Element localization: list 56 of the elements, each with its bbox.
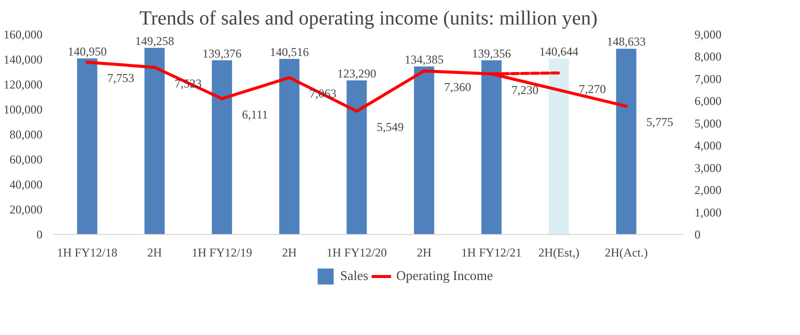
data-label: 5,549: [376, 120, 404, 134]
y2-tick-label: 3,000: [694, 160, 722, 175]
x-tick-label: 1H FY12/19: [192, 246, 252, 260]
x-tick-label: 1H FY12/20: [326, 246, 387, 260]
data-label: 140,516: [270, 44, 309, 59]
y2-tick-label: 9,000: [694, 28, 722, 42]
data-label: 7,230: [511, 82, 538, 97]
bar: [548, 58, 569, 234]
data-label: 148,633: [606, 34, 646, 49]
data-label: 134,385: [404, 52, 444, 67]
y2-tick-label: 2,000: [694, 183, 722, 198]
data-label: 7,270: [578, 82, 606, 96]
bar: [77, 58, 98, 234]
x-tick-label: 2H: [282, 246, 297, 260]
y-tick-label: 100,000: [4, 102, 42, 116]
x-tick-label: 2H(Est,): [538, 246, 580, 260]
chart-title: Trends of sales and operating income (units: million yen): [139, 8, 598, 30]
x-tick-label: 2H(Act.): [604, 246, 648, 260]
x-tick-label: 2H: [416, 246, 432, 260]
data-label: 140,950: [68, 44, 107, 58]
bar: [144, 48, 165, 234]
y-tick-label: 140,000: [4, 52, 42, 66]
y-tick-label: 80,000: [10, 128, 42, 142]
data-label: 7,753: [107, 71, 134, 86]
y-tick-label: 60,000: [10, 152, 42, 166]
data-label: 6,111: [242, 108, 268, 122]
y-tick-label: 0: [36, 228, 42, 242]
x-tick-label: 2H: [147, 246, 162, 260]
x-tick-label: 1H FY12/18: [57, 246, 118, 260]
legend-label: Sales: [340, 268, 368, 284]
data-label: 7,360: [444, 80, 472, 94]
y2-tick-label: 1,000: [694, 205, 722, 220]
y-tick-label: 40,000: [10, 178, 42, 192]
legend-label: Operating Income: [396, 268, 493, 284]
bar: [481, 60, 502, 234]
y2-tick-label: 6,000: [694, 94, 722, 108]
y-tick-label: 160,000: [4, 28, 42, 42]
bar: [346, 80, 367, 234]
data-label: 123,290: [337, 66, 376, 80]
data-label: 139,356: [472, 46, 511, 60]
y2-tick-label: 7,000: [694, 72, 722, 86]
data-label: 139,376: [202, 46, 242, 60]
data-label: 5,775: [646, 115, 674, 130]
y2-tick-label: 8,000: [694, 50, 722, 64]
x-tick-label: 1H FY12/21: [461, 246, 522, 260]
data-label: 140,644: [539, 44, 578, 59]
data-label: 149,258: [135, 34, 174, 48]
bar: [212, 60, 232, 234]
y2-tick-label: 4,000: [694, 138, 722, 153]
y-tick-label: 120,000: [4, 78, 42, 92]
bar: [279, 58, 300, 234]
bar: [616, 48, 636, 234]
y2-tick-label: 0: [694, 228, 700, 242]
y2-tick-label: 5,000: [694, 116, 722, 130]
y-tick-label: 20,000: [10, 202, 42, 216]
bar: [414, 66, 434, 234]
